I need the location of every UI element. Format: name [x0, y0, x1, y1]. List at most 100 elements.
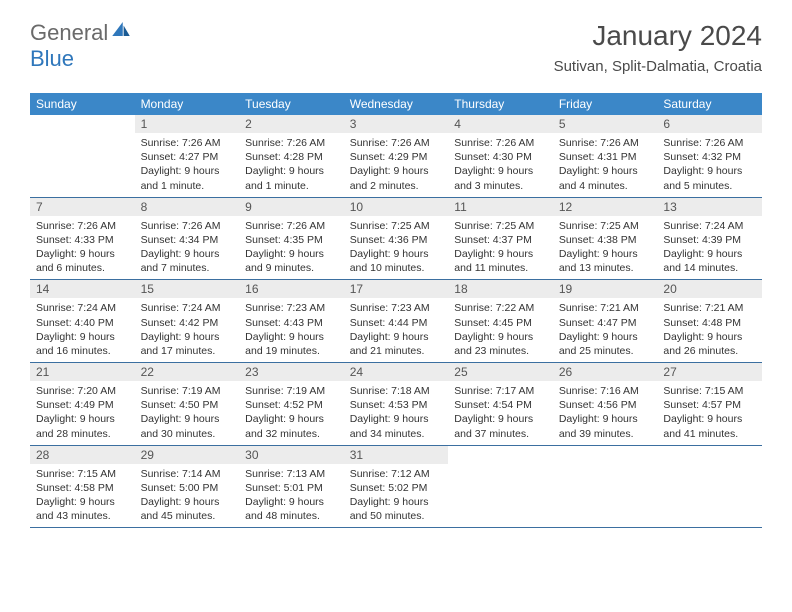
- daylight-line: Daylight: 9 hours and 13 minutes.: [559, 248, 638, 274]
- daylight-line: Daylight: 9 hours and 25 minutes.: [559, 331, 638, 357]
- location: Sutivan, Split-Dalmatia, Croatia: [554, 58, 762, 75]
- calendar-cell: 12Sunrise: 7:25 AMSunset: 4:38 PMDayligh…: [553, 198, 658, 280]
- sunset-line: Sunset: 5:00 PM: [141, 482, 219, 494]
- day-info: Sunrise: 7:26 AMSunset: 4:33 PMDaylight:…: [30, 216, 135, 280]
- sunrise-line: Sunrise: 7:26 AM: [141, 220, 221, 232]
- daylight-line: Daylight: 9 hours and 48 minutes.: [245, 496, 324, 522]
- daylight-line: Daylight: 9 hours and 34 minutes.: [350, 413, 429, 439]
- day-number: 3: [344, 115, 449, 133]
- sunrise-line: Sunrise: 7:19 AM: [245, 385, 325, 397]
- sunrise-line: Sunrise: 7:26 AM: [245, 220, 325, 232]
- day-number: 6: [657, 115, 762, 133]
- day-number: 13: [657, 198, 762, 216]
- sunset-line: Sunset: 4:32 PM: [663, 151, 741, 163]
- daylight-line: Daylight: 9 hours and 3 minutes.: [454, 165, 533, 191]
- sunset-line: Sunset: 4:29 PM: [350, 151, 428, 163]
- calendar-cell: 19Sunrise: 7:21 AMSunset: 4:47 PMDayligh…: [553, 280, 658, 362]
- daylight-line: Daylight: 9 hours and 50 minutes.: [350, 496, 429, 522]
- day-number: 12: [553, 198, 658, 216]
- sunset-line: Sunset: 4:33 PM: [36, 234, 114, 246]
- sunrise-line: Sunrise: 7:12 AM: [350, 468, 430, 480]
- day-info: Sunrise: 7:22 AMSunset: 4:45 PMDaylight:…: [448, 298, 553, 362]
- sunset-line: Sunset: 4:36 PM: [350, 234, 428, 246]
- day-info: Sunrise: 7:14 AMSunset: 5:00 PMDaylight:…: [135, 464, 240, 528]
- day-info: Sunrise: 7:25 AMSunset: 4:38 PMDaylight:…: [553, 216, 658, 280]
- calendar-cell: 1Sunrise: 7:26 AMSunset: 4:27 PMDaylight…: [135, 115, 240, 197]
- day-info: Sunrise: 7:26 AMSunset: 4:29 PMDaylight:…: [344, 133, 449, 197]
- daylight-line: Daylight: 9 hours and 1 minute.: [245, 165, 324, 191]
- daylight-line: Daylight: 9 hours and 41 minutes.: [663, 413, 742, 439]
- calendar-cell: [657, 446, 762, 528]
- calendar-cell: 6 Sunrise: 7:26 AM Sunset: 4:32 PM Daylight…: [657, 115, 762, 197]
- calendar-cell: 23Sunrise: 7:19 AMSunset: 4:52 PMDayligh…: [239, 363, 344, 445]
- calendar-row: 28Sunrise: 7:15 AMSunset: 4:58 PMDayligh…: [30, 446, 762, 529]
- calendar-cell: 26Sunrise: 7:16 AMSunset: 4:56 PMDayligh…: [553, 363, 658, 445]
- sunrise-line: Sunrise: 7:26 AM: [559, 137, 639, 149]
- calendar-cell: 18Sunrise: 7:22 AMSunset: 4:45 PMDayligh…: [448, 280, 553, 362]
- calendar-cell: 21Sunrise: 7:20 AMSunset: 4:49 PMDayligh…: [30, 363, 135, 445]
- sunrise-line: Sunrise: 7:24 AM: [141, 302, 221, 314]
- day-number: 10: [344, 198, 449, 216]
- calendar-row: 7Sunrise: 7:26 AMSunset: 4:33 PMDaylight…: [30, 198, 762, 281]
- weekday-header-row: SundayMondayTuesdayWednesdayThursdayFrid…: [30, 93, 762, 115]
- sunset-line: Sunset: 4:44 PM: [350, 317, 428, 329]
- day-number: 28: [30, 446, 135, 464]
- day-info: Sunrise: 7:26 AMSunset: 4:35 PMDaylight:…: [239, 216, 344, 280]
- daylight-line: Daylight: 9 hours and 43 minutes.: [36, 496, 115, 522]
- day-number: 9: [239, 198, 344, 216]
- sunrise-line: Sunrise: 7:24 AM: [36, 302, 116, 314]
- weekday-header: Friday: [553, 93, 658, 115]
- daylight-line: Daylight: 9 hours and 37 minutes.: [454, 413, 533, 439]
- daylight-line: Daylight: 9 hours and 5 minutes.: [663, 165, 742, 191]
- logo-sail-icon: [112, 22, 130, 36]
- day-info: Sunrise: 7:12 AMSunset: 5:02 PMDaylight:…: [344, 464, 449, 528]
- day-number: 23: [239, 363, 344, 381]
- day-number: 4: [448, 115, 553, 133]
- day-number: 22: [135, 363, 240, 381]
- sunset-line: Sunset: 4:47 PM: [559, 317, 637, 329]
- daylight-line: Daylight: 9 hours and 28 minutes.: [36, 413, 115, 439]
- calendar-cell: 30Sunrise: 7:13 AMSunset: 5:01 PMDayligh…: [239, 446, 344, 528]
- calendar-cell: 11Sunrise: 7:25 AMSunset: 4:37 PMDayligh…: [448, 198, 553, 280]
- logo: General Blue: [30, 20, 130, 72]
- daylight-line: Daylight: 9 hours and 4 minutes.: [559, 165, 638, 191]
- day-number: 14: [30, 280, 135, 298]
- sunset-line: Sunset: 4:57 PM: [663, 399, 741, 411]
- daylight-line: Daylight: 9 hours and 23 minutes.: [454, 331, 533, 357]
- weekday-header: Sunday: [30, 93, 135, 115]
- day-number: 18: [448, 280, 553, 298]
- sunset-line: Sunset: 4:56 PM: [559, 399, 637, 411]
- day-number: 8: [135, 198, 240, 216]
- day-info: Sunrise: 7:25 AMSunset: 4:36 PMDaylight:…: [344, 216, 449, 280]
- sunrise-line: Sunrise: 7:26 AM: [141, 137, 221, 149]
- sunrise-line: Sunrise: 7:26 AM: [663, 137, 743, 149]
- day-info: Sunrise: 7:19 AMSunset: 4:50 PMDaylight:…: [135, 381, 240, 445]
- logo-text-blue: Blue: [30, 46, 74, 71]
- sunset-line: Sunset: 5:01 PM: [245, 482, 323, 494]
- weekday-header: Saturday: [657, 93, 762, 115]
- day-number: 31: [344, 446, 449, 464]
- calendar-cell: 5Sunrise: 7:26 AMSunset: 4:31 PMDaylight…: [553, 115, 658, 197]
- sunset-line: Sunset: 4:35 PM: [245, 234, 323, 246]
- sunrise-line: Sunrise: 7:22 AM: [454, 302, 534, 314]
- calendar-cell: 15Sunrise: 7:24 AMSunset: 4:42 PMDayligh…: [135, 280, 240, 362]
- sunrise-line: Sunrise: 7:25 AM: [350, 220, 430, 232]
- day-info: Sunrise: 7:26 AMSunset: 4:31 PMDaylight:…: [553, 133, 658, 197]
- calendar-cell: 17Sunrise: 7:23 AMSunset: 4:44 PMDayligh…: [344, 280, 449, 362]
- day-info: Sunrise: 7:18 AMSunset: 4:53 PMDaylight:…: [344, 381, 449, 445]
- daylight-line: Daylight: 9 hours and 2 minutes.: [350, 165, 429, 191]
- weekday-header: Tuesday: [239, 93, 344, 115]
- sunset-line: Sunset: 4:52 PM: [245, 399, 323, 411]
- calendar-cell: 31Sunrise: 7:12 AMSunset: 5:02 PMDayligh…: [344, 446, 449, 528]
- calendar-cell: 10Sunrise: 7:25 AMSunset: 4:36 PMDayligh…: [344, 198, 449, 280]
- daylight-line: Daylight: 9 hours and 19 minutes.: [245, 331, 324, 357]
- day-info: Sunrise: 7:26 AMSunset: 4:34 PMDaylight:…: [135, 216, 240, 280]
- title-block: January 2024 Sutivan, Split-Dalmatia, Cr…: [554, 20, 762, 75]
- sunrise-line: Sunrise: 7:15 AM: [36, 468, 116, 480]
- day-number: 30: [239, 446, 344, 464]
- day-info: Sunrise: 7:15 AMSunset: 4:58 PMDaylight:…: [30, 464, 135, 528]
- day-info: Sunrise: 7:23 AMSunset: 4:44 PMDaylight:…: [344, 298, 449, 362]
- sunrise-line: Sunrise: 7:26 AM: [36, 220, 116, 232]
- sunset-line: Sunset: 4:40 PM: [36, 317, 114, 329]
- calendar-cell: 9Sunrise: 7:26 AMSunset: 4:35 PMDaylight…: [239, 198, 344, 280]
